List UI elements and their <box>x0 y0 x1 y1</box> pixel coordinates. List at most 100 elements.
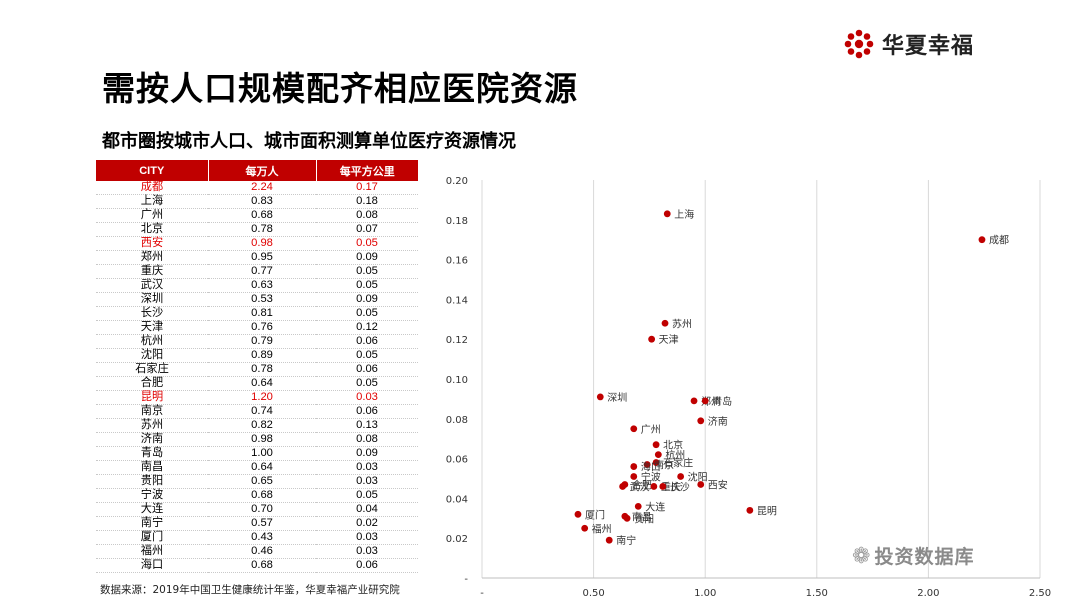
x-tick-label: 1.00 <box>694 588 716 599</box>
cell-per10k: 0.83 <box>208 194 316 210</box>
cell-city: 广州 <box>96 208 208 224</box>
cell-perkm2: 0.05 <box>316 376 418 392</box>
cell-per10k: 0.68 <box>208 558 316 574</box>
x-tick-label: 2.50 <box>1029 588 1051 599</box>
point-label: 海口 <box>641 461 661 474</box>
cell-city: 南宁 <box>96 516 208 532</box>
cell-per10k: 0.53 <box>208 292 316 308</box>
data-point <box>650 483 658 490</box>
cell-city: 南京 <box>96 404 208 420</box>
data-point <box>663 210 671 218</box>
x-tick-label: 1.50 <box>806 588 828 599</box>
table-row: 重庆 0.77 0.05 <box>96 264 418 280</box>
point-label: 南昌 <box>632 510 652 523</box>
cell-per10k: 0.76 <box>208 320 316 336</box>
y-tick-label: - <box>464 574 468 585</box>
table-row: 海口 0.68 0.06 <box>96 558 418 574</box>
cell-perkm2: 0.05 <box>316 278 418 294</box>
cell-per10k: 0.89 <box>208 348 316 364</box>
cell-city: 深圳 <box>96 292 208 308</box>
table-row: 大连 0.70 0.04 <box>96 502 418 518</box>
cell-per10k: 1.00 <box>208 446 316 462</box>
header-city: CITY <box>96 160 209 181</box>
cell-city: 郑州 <box>96 250 208 266</box>
data-point <box>701 397 709 405</box>
table-row: 合肥 0.64 0.05 <box>96 376 418 392</box>
cell-per10k: 0.98 <box>208 236 316 252</box>
point-label: 厦门 <box>585 508 605 521</box>
data-point <box>634 502 642 510</box>
table-row: 青岛 1.00 0.09 <box>96 446 418 462</box>
cell-per10k: 0.70 <box>208 502 316 518</box>
data-point <box>574 510 582 518</box>
cell-perkm2: 0.13 <box>316 418 418 434</box>
cell-per10k: 0.98 <box>208 432 316 448</box>
data-point <box>623 514 631 522</box>
cell-city: 杭州 <box>96 334 208 350</box>
cell-per10k: 0.74 <box>208 404 316 420</box>
cell-perkm2: 0.09 <box>316 292 418 308</box>
point-label: 昆明 <box>757 505 777 517</box>
cell-perkm2: 0.06 <box>316 558 418 574</box>
brand-flower-icon <box>844 29 874 59</box>
point-label: 长沙 <box>670 481 690 493</box>
y-tick-label: 0.06 <box>446 455 468 466</box>
cell-per10k: 0.68 <box>208 488 316 504</box>
brand-logo: 华夏幸福 <box>842 26 974 62</box>
cell-city: 宁波 <box>96 488 208 504</box>
cell-city: 重庆 <box>96 264 208 280</box>
table-row: 南宁 0.57 0.02 <box>96 516 418 532</box>
cell-city: 大连 <box>96 502 208 518</box>
cell-per10k: 0.57 <box>208 516 316 532</box>
cell-city: 合肥 <box>96 376 208 392</box>
data-point <box>978 236 986 244</box>
city-resource-table: CITY 每万人 每平方公里 成都 2.24 0.17 上海 0.83 0.18 广州 0.6… <box>96 160 418 574</box>
cell-perkm2: 0.03 <box>316 530 418 546</box>
data-point <box>677 473 685 480</box>
point-label: 贵阳 <box>634 512 654 525</box>
point-label: 杭州 <box>665 449 685 462</box>
header-perkm2: 每平方公里 <box>316 160 418 181</box>
cell-perkm2: 0.02 <box>316 516 418 532</box>
x-tick-label: 0.50 <box>582 588 604 599</box>
table-row: 武汉 0.63 0.05 <box>96 278 418 294</box>
data-point <box>690 397 698 405</box>
data-point <box>596 393 604 401</box>
point-label: 南京 <box>654 459 674 472</box>
page-title: 需按人口规模配齐相应医院资源 <box>102 69 578 108</box>
cell-perkm2: 0.04 <box>316 502 418 518</box>
cell-city: 海口 <box>96 558 208 574</box>
table-row: 广州 0.68 0.08 <box>96 208 418 224</box>
cell-per10k: 0.63 <box>208 278 316 294</box>
table-row: 南昌 0.64 0.03 <box>96 460 418 476</box>
cell-per10k: 1.20 <box>208 390 316 406</box>
cell-city: 天津 <box>96 320 208 336</box>
cell-city: 沈阳 <box>96 348 208 364</box>
chart-subtitle: 都市圈按城市人口、城市面积测算单位医疗资源情况 <box>102 131 516 152</box>
data-point <box>630 473 638 480</box>
cell-perkm2: 0.08 <box>316 208 418 224</box>
data-point <box>652 459 660 466</box>
table-row: 宁波 0.68 0.05 <box>96 488 418 504</box>
cell-per10k: 0.68 <box>208 208 316 224</box>
table-row: 郑州 0.95 0.09 <box>96 250 418 266</box>
cell-city: 成都 <box>96 181 208 196</box>
cell-city: 厦门 <box>96 530 208 546</box>
cell-perkm2: 0.03 <box>316 544 418 560</box>
watermark-text: 投资数据库 <box>874 546 975 568</box>
table-row: 上海 0.83 0.18 <box>96 194 418 210</box>
point-label: 苏州 <box>672 317 692 330</box>
scatter-chart: - 0.02 0.04 0.06 0.08 0.10 0.12 0.14 0.16 0.18 0.2… <box>446 176 1051 599</box>
table-row: 沈阳 0.89 0.05 <box>96 348 418 364</box>
point-label: 成都 <box>989 235 1009 247</box>
point-label: 济南 <box>708 415 728 428</box>
cell-perkm2: 0.06 <box>316 334 418 350</box>
cell-per10k: 0.79 <box>208 334 316 350</box>
point-label: 西安 <box>708 478 728 491</box>
cell-per10k: 0.65 <box>208 474 316 490</box>
cell-city: 昆明 <box>96 390 208 406</box>
cell-city: 济南 <box>96 432 208 448</box>
cell-perkm2: 0.03 <box>316 460 418 476</box>
header-per10k: 每万人 <box>208 160 317 181</box>
y-tick-label: 0.12 <box>446 335 468 346</box>
